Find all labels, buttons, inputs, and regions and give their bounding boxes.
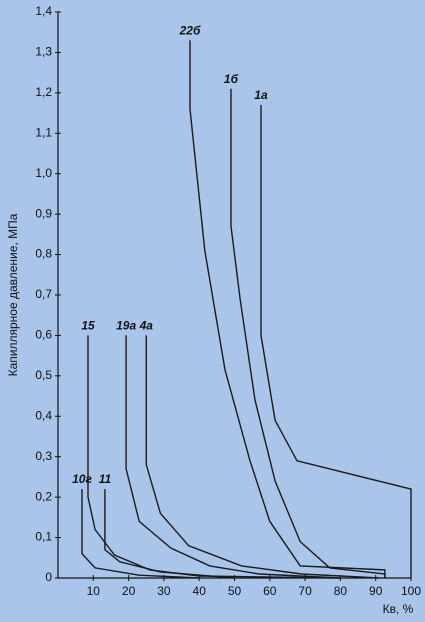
y-tick-label: 0,5 — [35, 368, 52, 382]
x-axis-label: Кв, % — [383, 602, 414, 616]
curve-label: 4а — [139, 319, 154, 333]
y-tick-label: 1,0 — [35, 166, 52, 180]
y-tick-label: 0 — [45, 570, 52, 584]
y-tick-label: 1,3 — [35, 45, 52, 59]
y-tick-label: 0,2 — [35, 489, 52, 503]
curve-label: 10г — [72, 472, 92, 486]
curve — [87, 335, 341, 579]
curve-label: 15 — [81, 319, 95, 333]
x-tick-label: 50 — [228, 584, 242, 598]
y-tick-label: 0,3 — [35, 449, 52, 463]
x-tick-label: 30 — [157, 584, 171, 598]
curve — [104, 489, 235, 579]
x-tick-label: 100 — [401, 584, 421, 598]
curve-label: 22б — [179, 23, 201, 37]
y-tick-label: 1,4 — [35, 4, 52, 18]
curve — [189, 40, 386, 578]
y-tick-label: 0,4 — [35, 408, 52, 422]
x-tick-label: 70 — [298, 584, 312, 598]
curve — [260, 105, 412, 578]
x-tick-label: 10 — [87, 584, 101, 598]
y-tick-label: 0,8 — [35, 247, 52, 261]
curve — [81, 489, 200, 579]
x-tick-label: 20 — [122, 584, 136, 598]
curve-label: 1б — [224, 72, 239, 86]
curve — [125, 335, 341, 579]
y-tick-label: 0,9 — [35, 206, 52, 220]
x-tick-label: 80 — [334, 584, 348, 598]
y-tick-label: 1,2 — [35, 85, 52, 99]
curve-label: 1а — [254, 88, 268, 102]
y-axis-label: Капиллярное давление, МПа — [6, 213, 20, 376]
y-tick-label: 0,7 — [35, 287, 52, 301]
y-tick-label: 1,1 — [35, 125, 52, 139]
curve-label: 19а — [116, 319, 136, 333]
curve — [145, 335, 380, 579]
x-tick-label: 90 — [369, 584, 383, 598]
y-tick-label: 0,6 — [35, 328, 52, 342]
curve — [230, 88, 386, 578]
curve-label: 11 — [99, 472, 112, 486]
y-tick-label: 0,1 — [35, 530, 52, 544]
x-tick-label: 60 — [263, 584, 277, 598]
x-tick-label: 40 — [193, 584, 207, 598]
